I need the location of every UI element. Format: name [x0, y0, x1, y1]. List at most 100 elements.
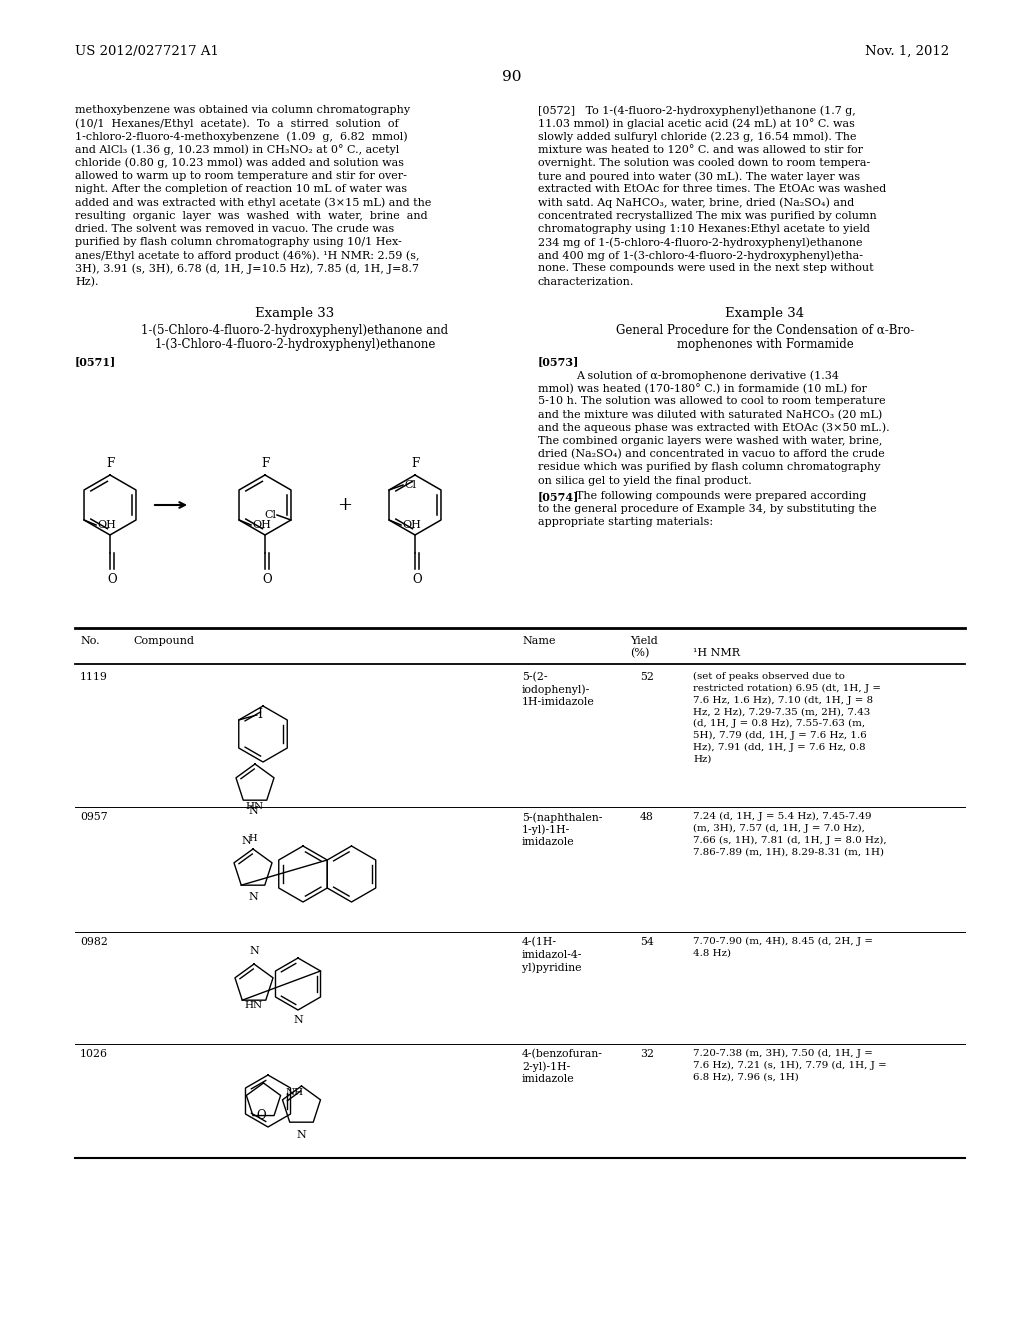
Text: dried. The solvent was removed in vacuo. The crude was: dried. The solvent was removed in vacuo.… [75, 224, 394, 234]
Text: residue which was purified by flash column chromatography: residue which was purified by flash colu… [538, 462, 881, 473]
Text: HN: HN [246, 803, 264, 812]
Text: characterization.: characterization. [538, 277, 635, 286]
Text: 234 mg of 1-(5-chloro-4-fluoro-2-hydroxyphenyl)ethanone: 234 mg of 1-(5-chloro-4-fluoro-2-hydroxy… [538, 238, 862, 248]
Text: imidazole: imidazole [522, 1074, 574, 1084]
Text: slowly added sulfuryl chloride (2.23 g, 16.54 mmol). The: slowly added sulfuryl chloride (2.23 g, … [538, 132, 856, 143]
Text: 90: 90 [502, 70, 522, 84]
Text: N: N [293, 1015, 303, 1026]
Text: (10/1  Hexanes/Ethyl  acetate).  To  a  stirred  solution  of: (10/1 Hexanes/Ethyl acetate). To a stirr… [75, 119, 398, 129]
Text: N: N [248, 892, 258, 902]
Text: to the general procedure of Example 34, by substituting the: to the general procedure of Example 34, … [538, 504, 877, 513]
Text: 11.03 mmol) in glacial acetic acid (24 mL) at 10° C. was: 11.03 mmol) in glacial acetic acid (24 m… [538, 119, 855, 129]
Text: none. These compounds were used in the next step without: none. These compounds were used in the n… [538, 264, 873, 273]
Text: 2-yl)-1H-: 2-yl)-1H- [522, 1061, 570, 1072]
Text: (d, 1H, J = 0.8 Hz), 7.55-7.63 (m,: (d, 1H, J = 0.8 Hz), 7.55-7.63 (m, [693, 719, 865, 729]
Text: Hz, 2 Hz), 7.29-7.35 (m, 2H), 7.43: Hz, 2 Hz), 7.29-7.35 (m, 2H), 7.43 [693, 708, 870, 717]
Text: Hz), 7.91 (dd, 1H, J = 7.6 Hz, 0.8: Hz), 7.91 (dd, 1H, J = 7.6 Hz, 0.8 [693, 743, 865, 752]
Text: 1-(3-Chloro-4-fluoro-2-hydroxyphenyl)ethanone: 1-(3-Chloro-4-fluoro-2-hydroxyphenyl)eth… [155, 338, 435, 351]
Text: Hz).: Hz). [75, 277, 98, 286]
Text: 5H), 7.79 (dd, 1H, J = 7.6 Hz, 1.6: 5H), 7.79 (dd, 1H, J = 7.6 Hz, 1.6 [693, 731, 866, 741]
Text: The following compounds were prepared according: The following compounds were prepared ac… [575, 491, 866, 500]
Text: O: O [413, 573, 422, 586]
Text: [0572]   To 1-(4-fluoro-2-hydroxyphenyl)ethanone (1.7 g,: [0572] To 1-(4-fluoro-2-hydroxyphenyl)et… [538, 106, 856, 116]
Text: chromatography using 1:10 Hexanes:Ethyl acetate to yield: chromatography using 1:10 Hexanes:Ethyl … [538, 224, 870, 234]
Text: 1-chloro-2-fluoro-4-methoxybenzene  (1.09  g,  6.82  mmol): 1-chloro-2-fluoro-4-methoxybenzene (1.09… [75, 132, 408, 143]
Text: Yield: Yield [630, 636, 657, 645]
Text: chloride (0.80 g, 10.23 mmol) was added and solution was: chloride (0.80 g, 10.23 mmol) was added … [75, 158, 404, 169]
Text: 48: 48 [640, 812, 654, 822]
Text: F: F [411, 457, 419, 470]
Text: mmol) was heated (170-180° C.) in formamide (10 mL) for: mmol) was heated (170-180° C.) in formam… [538, 383, 867, 393]
Text: 1-(5-Chloro-4-fluoro-2-hydroxyphenyl)ethanone and: 1-(5-Chloro-4-fluoro-2-hydroxyphenyl)eth… [141, 323, 449, 337]
Text: N: N [249, 946, 259, 956]
Text: with satd. Aq NaHCO₃, water, brine, dried (Na₂SO₄) and: with satd. Aq NaHCO₃, water, brine, drie… [538, 198, 854, 209]
Text: 7.70-7.90 (m, 4H), 8.45 (d, 2H, J =: 7.70-7.90 (m, 4H), 8.45 (d, 2H, J = [693, 937, 873, 946]
Text: 7.20-7.38 (m, 3H), 7.50 (d, 1H, J =: 7.20-7.38 (m, 3H), 7.50 (d, 1H, J = [693, 1049, 872, 1059]
Text: OH: OH [402, 520, 421, 531]
Text: US 2012/0277217 A1: US 2012/0277217 A1 [75, 45, 219, 58]
Text: (%): (%) [630, 648, 649, 659]
Text: (set of peaks observed due to: (set of peaks observed due to [693, 672, 845, 681]
Text: imidazole: imidazole [522, 837, 574, 847]
Text: concentrated recrystallized The mix was purified by column: concentrated recrystallized The mix was … [538, 211, 877, 220]
Text: added and was extracted with ethyl acetate (3×15 mL) and the: added and was extracted with ethyl aceta… [75, 198, 431, 209]
Text: Compound: Compound [133, 636, 194, 645]
Text: purified by flash column chromatography using 10/1 Hex-: purified by flash column chromatography … [75, 238, 401, 247]
Text: mophenones with Formamide: mophenones with Formamide [677, 338, 853, 351]
Text: night. After the completion of reaction 10 mL of water was: night. After the completion of reaction … [75, 185, 408, 194]
Text: F: F [105, 457, 114, 470]
Text: 32: 32 [640, 1049, 654, 1059]
Text: N: N [242, 836, 251, 846]
Text: 0982: 0982 [80, 937, 108, 946]
Text: yl)pyridine: yl)pyridine [522, 962, 582, 973]
Text: 4-(1H-: 4-(1H- [522, 937, 557, 948]
Text: ture and poured into water (30 mL). The water layer was: ture and poured into water (30 mL). The … [538, 172, 860, 182]
Text: OH: OH [252, 520, 271, 531]
Text: No.: No. [80, 636, 99, 645]
Text: overnight. The solution was cooled down to room tempera-: overnight. The solution was cooled down … [538, 158, 870, 168]
Text: 4.8 Hz): 4.8 Hz) [693, 949, 731, 958]
Text: 0957: 0957 [80, 812, 108, 822]
Text: 52: 52 [640, 672, 654, 682]
Text: 5-10 h. The solution was allowed to cool to room temperature: 5-10 h. The solution was allowed to cool… [538, 396, 886, 407]
Text: 6.8 Hz), 7.96 (s, 1H): 6.8 Hz), 7.96 (s, 1H) [693, 1073, 799, 1081]
Text: on silica gel to yield the final product.: on silica gel to yield the final product… [538, 475, 752, 486]
Text: Example 34: Example 34 [725, 308, 805, 319]
Text: 7.6 Hz, 1.6 Hz), 7.10 (dt, 1H, J = 8: 7.6 Hz, 1.6 Hz), 7.10 (dt, 1H, J = 8 [693, 696, 873, 705]
Text: 7.6 Hz), 7.21 (s, 1H), 7.79 (d, 1H, J =: 7.6 Hz), 7.21 (s, 1H), 7.79 (d, 1H, J = [693, 1061, 887, 1071]
Text: A solution of α-bromophenone derivative (1.34: A solution of α-bromophenone derivative … [575, 370, 839, 380]
Text: Cl: Cl [404, 480, 416, 490]
Text: mixture was heated to 120° C. and was allowed to stir for: mixture was heated to 120° C. and was al… [538, 145, 863, 154]
Text: +: + [338, 496, 352, 513]
Text: 1026: 1026 [80, 1049, 108, 1059]
Text: iodophenyl)-: iodophenyl)- [522, 685, 590, 696]
Text: anes/Ethyl acetate to afford product (46%). ¹H NMR: 2.59 (s,: anes/Ethyl acetate to afford product (46… [75, 251, 420, 261]
Text: [0571]: [0571] [75, 356, 117, 367]
Text: methoxybenzene was obtained via column chromatography: methoxybenzene was obtained via column c… [75, 106, 411, 115]
Text: and 400 mg of 1-(3-chloro-4-fluoro-2-hydroxyphenyl)etha-: and 400 mg of 1-(3-chloro-4-fluoro-2-hyd… [538, 251, 863, 261]
Text: Nov. 1, 2012: Nov. 1, 2012 [865, 45, 949, 58]
Text: 7.24 (d, 1H, J = 5.4 Hz), 7.45-7.49: 7.24 (d, 1H, J = 5.4 Hz), 7.45-7.49 [693, 812, 871, 821]
Text: H: H [249, 834, 257, 843]
Text: Name: Name [522, 636, 555, 645]
Text: O: O [262, 573, 271, 586]
Text: 5-(2-: 5-(2- [522, 672, 548, 682]
Text: imidazol-4-: imidazol-4- [522, 949, 583, 960]
Text: and the mixture was diluted with saturated NaHCO₃ (20 mL): and the mixture was diluted with saturat… [538, 409, 883, 420]
Text: 1H-imidazole: 1H-imidazole [522, 697, 595, 708]
Text: F: F [261, 457, 269, 470]
Text: Cl: Cl [264, 510, 276, 520]
Text: appropriate starting materials:: appropriate starting materials: [538, 517, 713, 527]
Text: 3H), 3.91 (s, 3H), 6.78 (d, 1H, J=10.5 Hz), 7.85 (d, 1H, J=8.7: 3H), 3.91 (s, 3H), 6.78 (d, 1H, J=10.5 H… [75, 264, 419, 275]
Text: 5-(naphthalen-: 5-(naphthalen- [522, 812, 602, 822]
Text: N: N [248, 807, 258, 816]
Text: extracted with EtOAc for three times. The EtOAc was washed: extracted with EtOAc for three times. Th… [538, 185, 886, 194]
Text: and AlCl₃ (1.36 g, 10.23 mmol) in CH₃NO₂ at 0° C., acetyl: and AlCl₃ (1.36 g, 10.23 mmol) in CH₃NO₂… [75, 145, 399, 156]
Text: 1-yl)-1H-: 1-yl)-1H- [522, 825, 570, 836]
Text: OH: OH [97, 520, 116, 531]
Text: N: N [297, 1130, 306, 1140]
Text: [0574]: [0574] [538, 491, 580, 502]
Text: O: O [256, 1109, 265, 1122]
Text: 54: 54 [640, 937, 653, 946]
Text: resulting  organic  layer  was  washed  with  water,  brine  and: resulting organic layer was washed with … [75, 211, 428, 220]
